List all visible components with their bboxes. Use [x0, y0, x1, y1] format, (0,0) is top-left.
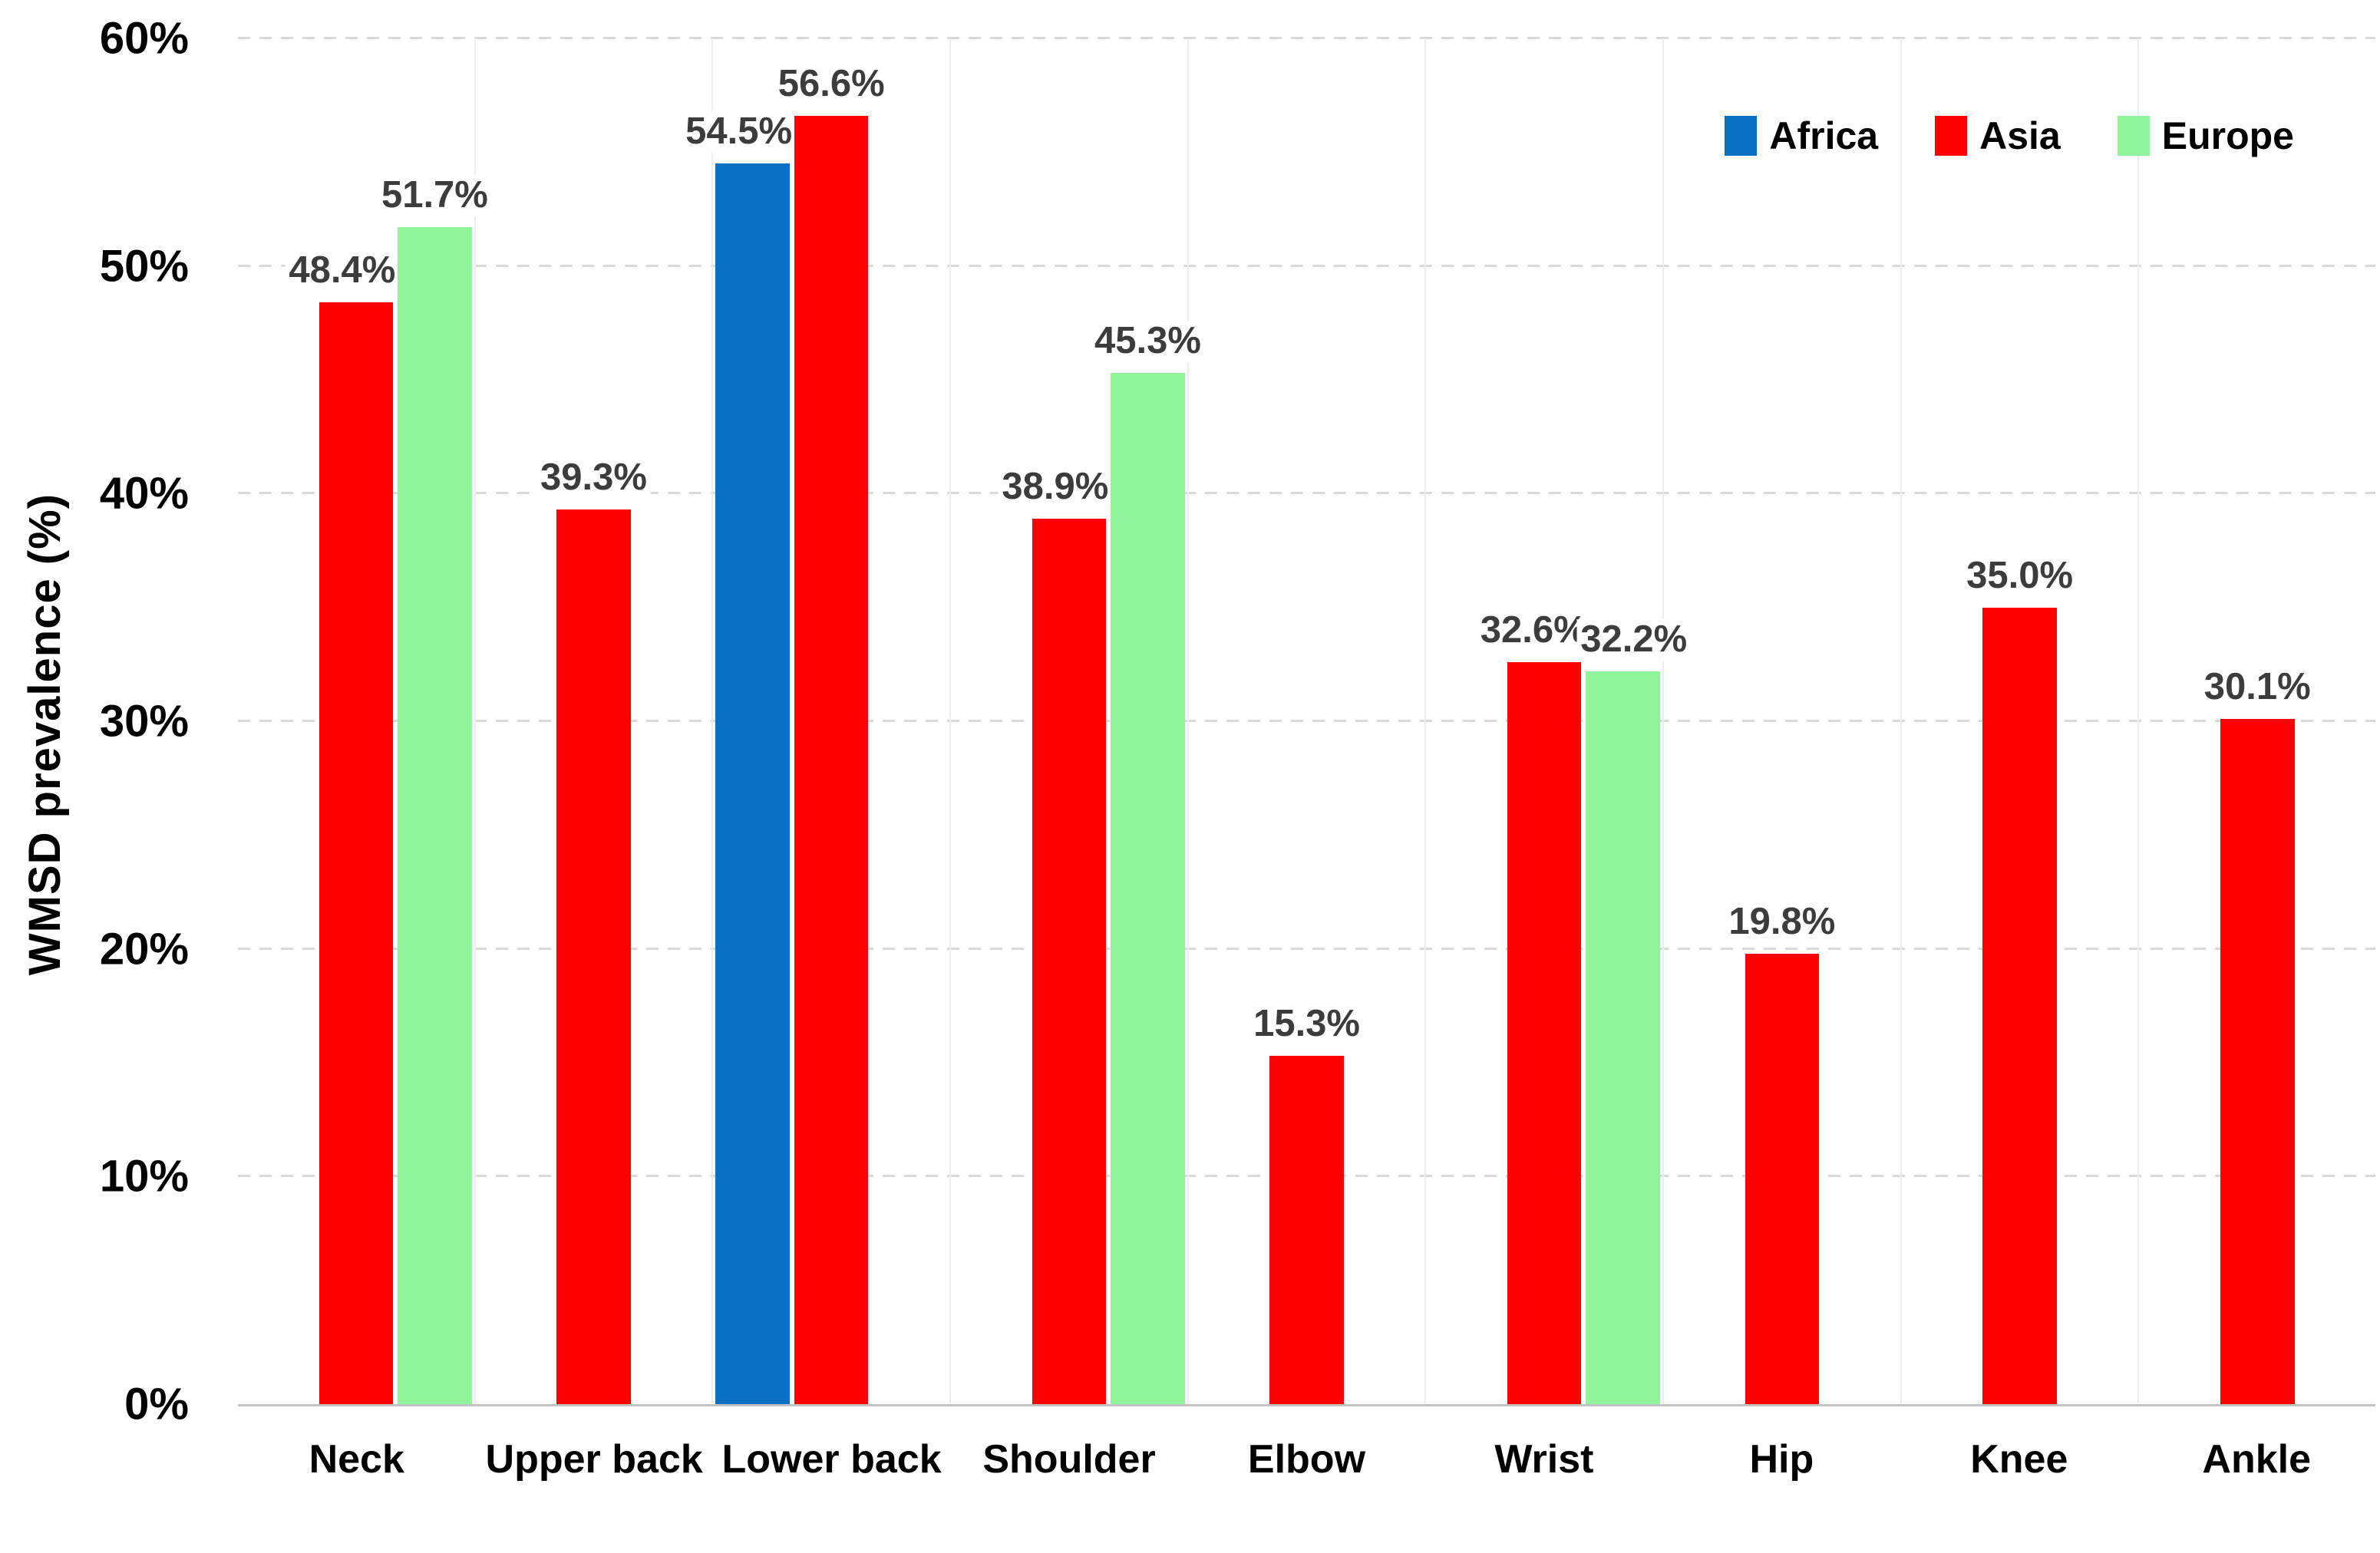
bar-slot: 15.3%: [1249, 38, 1364, 1404]
legend-item-europe: Europe: [2117, 114, 2294, 158]
bar-asia-upper-back: [556, 509, 631, 1404]
bar-slot: 30.1%: [2200, 38, 2315, 1404]
y-tick-label: 30%: [99, 696, 189, 747]
category-label-upper-back: Upper back: [485, 1437, 703, 1482]
bar-asia-shoulder: [1032, 518, 1107, 1404]
category-group-shoulder: 38.9% 45.3%: [951, 38, 1205, 1404]
bar-slot: [476, 38, 555, 1404]
category-label-wrist: Wrist: [1494, 1437, 1594, 1482]
bar-slot: 32.6%: [1476, 38, 1591, 1404]
bar-asia-elbow: [1269, 1056, 1344, 1404]
legend-marker-africa: [1725, 116, 1758, 156]
legend-item-asia: Asia: [1935, 114, 2061, 158]
category-group-ankle: 30.1%: [2139, 38, 2375, 1404]
y-tick-label: 20%: [99, 924, 189, 974]
bar-slot: [1189, 38, 1268, 1404]
bar-slot: [238, 38, 317, 1404]
bar-asia-ankle: [2220, 719, 2295, 1404]
category-label-knee: Knee: [1970, 1437, 2068, 1482]
category-group-wrist: 32.6% 32.2%: [1426, 38, 1692, 1404]
bar-asia-hip: [1745, 953, 1820, 1404]
y-tick-label: 40%: [99, 468, 189, 519]
category-group-neck: 48.4% 51.7%: [238, 38, 492, 1404]
legend-label-africa: Africa: [1769, 114, 1879, 157]
category-group-elbow: 15.3%: [1189, 38, 1427, 1404]
legend-marker-asia: [1935, 116, 1968, 156]
bar-slot: 32.2%: [1576, 38, 1692, 1404]
bar-slot: 35.0%: [1962, 38, 2078, 1404]
bar-slot: [951, 38, 1030, 1404]
bar-slot: 19.8%: [1725, 38, 1840, 1404]
data-label-asia-shoulder: 38.9%: [998, 466, 1113, 508]
bar-slot: 39.3%: [536, 38, 651, 1404]
bar-asia-neck: [319, 302, 394, 1404]
bar-europe-neck: [398, 227, 472, 1404]
data-label-asia-knee: 35.0%: [1962, 555, 2078, 597]
category-label-neck: Neck: [309, 1437, 404, 1482]
legend-label-europe: Europe: [2161, 114, 2294, 157]
data-label-asia-ankle: 30.1%: [2200, 666, 2315, 709]
data-label-africa-lower-back: 54.5%: [682, 110, 797, 153]
bar-slot: 38.9%: [998, 38, 1113, 1404]
bar-slot: 54.5%: [682, 38, 797, 1404]
legend-item-africa: Africa: [1725, 114, 1878, 158]
category-label-shoulder: Shoulder: [982, 1437, 1156, 1482]
bar-slot: [1902, 38, 1981, 1404]
data-label-asia-upper-back: 39.3%: [536, 457, 651, 500]
gridline: [238, 720, 2375, 722]
bar-slot: [2059, 38, 2138, 1404]
bar-slot: [1821, 38, 1900, 1404]
y-tick-label: 0%: [124, 1379, 189, 1429]
gridline: [238, 492, 2375, 495]
category-label-hip: Hip: [1749, 1437, 1814, 1482]
category-group-knee: 35.0%: [1902, 38, 2140, 1404]
bar-africa-lower-back: [715, 163, 790, 1404]
data-label-asia-hip: 19.8%: [1725, 901, 1840, 943]
bar-slot: [2297, 38, 2376, 1404]
bar-slot: [633, 38, 712, 1404]
category-label-elbow: Elbow: [1247, 1437, 1366, 1482]
category-group-upper-back: 39.3%: [476, 38, 714, 1404]
bar-europe-wrist: [1586, 671, 1661, 1404]
bar-slot: 51.7%: [377, 38, 492, 1404]
bar-slot: [2139, 38, 2218, 1404]
category-group-hip: 19.8%: [1664, 38, 1902, 1404]
bar-slot: 48.4%: [285, 38, 400, 1404]
category-group-lower-back: 54.5% 56.6%: [682, 38, 952, 1404]
bar-slot: [870, 38, 949, 1404]
category-label-lower-back: Lower back: [721, 1437, 942, 1482]
bar-slot: [1346, 38, 1425, 1404]
x-axis: Neck Upper back Lower back Shoulder Elbow Wri…: [238, 1436, 2375, 1490]
bar-europe-shoulder: [1111, 373, 1185, 1404]
legend: Africa Asia Europe: [1725, 114, 2294, 158]
gridline: [238, 264, 2375, 267]
gridline: [238, 947, 2375, 950]
bar-groups: 48.4% 51.7% 39.3% 54.5% 56.6% 38.9% 45.3% 15.3%…: [238, 38, 2375, 1404]
y-tick-label: 60%: [99, 13, 189, 64]
data-label-asia-lower-back: 56.6%: [774, 63, 889, 105]
y-axis: 0% 10% 20% 30% 40% 50% 60%: [0, 14, 193, 1429]
bar-asia-wrist: [1507, 661, 1582, 1404]
gridline: [238, 37, 2375, 39]
data-label-asia-elbow: 15.3%: [1249, 1003, 1364, 1046]
data-label-europe-shoulder: 45.3%: [1090, 320, 1205, 363]
bar-slot: [1664, 38, 1743, 1404]
legend-marker-europe: [2117, 116, 2150, 156]
bar-slot: 45.3%: [1090, 38, 1205, 1404]
data-label-asia-neck: 48.4%: [285, 249, 400, 292]
y-tick-label: 10%: [99, 1151, 189, 1202]
bar-slot: 56.6%: [774, 38, 889, 1404]
bar-asia-knee: [1982, 607, 2057, 1404]
plot-area: 48.4% 51.7% 39.3% 54.5% 56.6% 38.9% 45.3% 15.3%…: [238, 37, 2375, 1406]
y-tick-label: 50%: [99, 241, 189, 292]
legend-label-asia: Asia: [1979, 114, 2061, 157]
data-label-europe-neck: 51.7%: [377, 174, 492, 217]
category-label-ankle: Ankle: [2202, 1437, 2312, 1482]
bar-asia-lower-back: [794, 115, 869, 1404]
data-label-asia-wrist: 32.6%: [1476, 609, 1591, 651]
bar-slot: [1426, 38, 1505, 1404]
data-label-europe-wrist: 32.2%: [1576, 618, 1692, 661]
